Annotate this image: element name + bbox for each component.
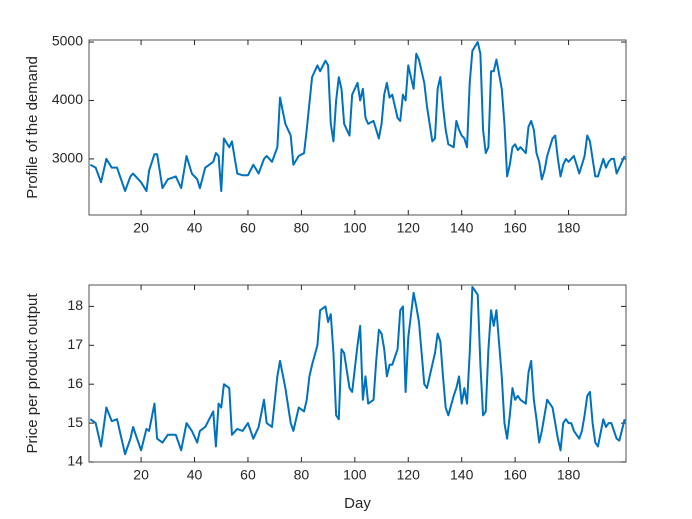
y-axis-label: Profile of the demand	[24, 56, 41, 199]
y-tick-label: 5000	[52, 33, 83, 49]
x-tick-label: 120	[397, 467, 421, 483]
x-axis-label: Day	[344, 495, 371, 512]
axes-box	[88, 39, 627, 216]
y-tick-label: 15	[67, 414, 83, 430]
x-tick-label: 20	[133, 220, 149, 236]
y-tick-label: 17	[67, 336, 83, 352]
y-tick-label: 3000	[52, 150, 83, 166]
x-tick-label: 40	[187, 467, 203, 483]
x-tick-label: 160	[503, 220, 527, 236]
x-tick-label: 160	[503, 467, 527, 483]
x-tick-label: 100	[343, 467, 367, 483]
x-tick-label: 140	[450, 220, 474, 236]
x-tick-label: 40	[187, 220, 203, 236]
x-tick-label: 180	[557, 220, 581, 236]
x-tick-label: 120	[397, 220, 421, 236]
x-tick-label: 180	[557, 467, 581, 483]
y-tick-label: 18	[67, 297, 83, 313]
y-axis-label: Price per product output	[24, 293, 41, 454]
x-tick-label: 60	[240, 467, 256, 483]
y-tick-label: 16	[67, 375, 83, 391]
y-tick-label: 4000	[52, 91, 83, 107]
x-tick-label: 140	[450, 467, 474, 483]
x-tick-label: 60	[240, 220, 256, 236]
x-tick-label: 20	[133, 467, 149, 483]
x-tick-label: 80	[294, 220, 310, 236]
x-tick-label: 80	[294, 467, 310, 483]
data-line	[89, 41, 626, 193]
y-tick-label: 14	[67, 453, 83, 469]
data-line	[89, 285, 626, 456]
x-tick-label: 100	[343, 220, 367, 236]
axes-box	[88, 284, 627, 463]
